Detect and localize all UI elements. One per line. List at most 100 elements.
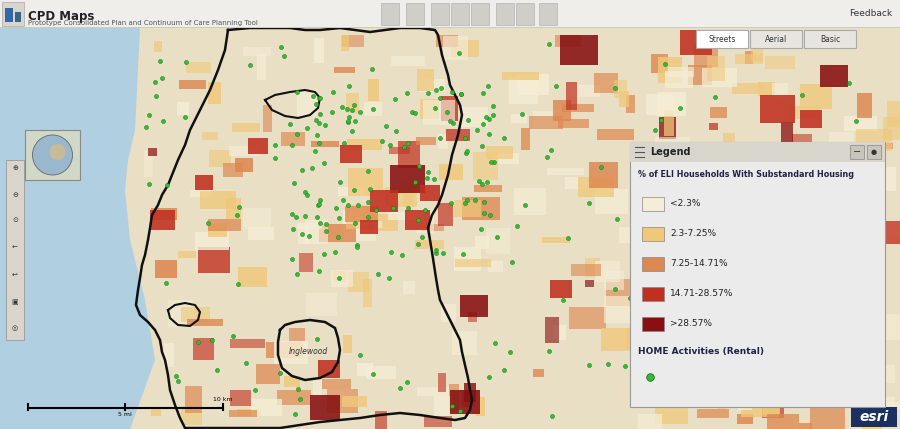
Bar	[659, 117, 677, 139]
Point	[231, 281, 246, 288]
Bar	[230, 410, 256, 417]
Point	[325, 108, 339, 115]
Bar	[370, 190, 398, 212]
Point	[408, 178, 422, 185]
Bar	[181, 406, 202, 425]
Point	[310, 336, 324, 343]
Point	[365, 371, 380, 378]
Bar	[402, 181, 417, 207]
Point	[285, 256, 300, 263]
Bar	[887, 102, 900, 127]
Bar	[451, 40, 480, 57]
Point	[497, 134, 511, 141]
Bar	[208, 82, 220, 104]
Bar	[657, 92, 686, 116]
Point	[497, 366, 511, 373]
Bar	[256, 54, 266, 81]
Bar	[720, 344, 743, 360]
Point	[480, 113, 494, 120]
Text: ↩: ↩	[12, 272, 18, 278]
Point	[482, 116, 497, 123]
Point	[335, 104, 349, 111]
Bar	[343, 335, 352, 353]
Bar	[848, 303, 879, 327]
Bar	[642, 227, 664, 241]
Point	[408, 109, 422, 116]
Point	[369, 206, 383, 213]
Bar	[441, 304, 456, 322]
Point	[364, 66, 379, 73]
Point	[346, 187, 361, 194]
Bar	[595, 261, 620, 281]
Point	[142, 112, 157, 118]
Point	[470, 127, 484, 134]
Point	[482, 211, 497, 218]
Point	[268, 142, 283, 149]
Bar	[167, 300, 194, 326]
Bar	[800, 110, 822, 128]
Bar	[420, 185, 440, 201]
Bar	[424, 417, 452, 427]
Bar	[516, 3, 534, 25]
Bar	[437, 373, 446, 392]
Bar	[243, 47, 272, 56]
Bar	[454, 259, 491, 267]
Point	[309, 100, 323, 107]
Point	[440, 109, 454, 116]
Bar	[405, 210, 430, 230]
Text: 5 mi: 5 mi	[118, 412, 132, 417]
Point	[660, 399, 674, 405]
Text: ⊕: ⊕	[12, 165, 18, 171]
Bar	[474, 185, 502, 192]
Point	[518, 202, 533, 208]
Point	[792, 229, 806, 236]
Text: ⊙: ⊙	[12, 217, 18, 223]
Point	[427, 175, 441, 182]
Bar	[15, 12, 21, 22]
Point	[300, 125, 314, 132]
Point	[446, 119, 461, 126]
Bar	[797, 196, 834, 210]
Bar	[651, 261, 687, 279]
Bar	[725, 252, 734, 272]
Point	[155, 75, 169, 82]
Point	[847, 193, 861, 200]
Text: ◎: ◎	[12, 325, 18, 331]
Bar	[284, 375, 300, 387]
Bar	[830, 371, 863, 378]
Point	[311, 119, 326, 126]
Bar	[737, 414, 753, 424]
Bar	[601, 328, 631, 351]
Point	[326, 89, 340, 96]
Bar	[238, 267, 267, 287]
Point	[361, 199, 375, 206]
Bar	[518, 74, 549, 95]
Bar	[810, 267, 828, 295]
Point	[486, 102, 500, 109]
Bar	[385, 187, 413, 208]
Point	[707, 94, 722, 100]
Bar	[533, 111, 560, 128]
Bar	[781, 122, 793, 149]
Bar	[733, 332, 750, 344]
Bar	[694, 44, 717, 67]
Bar	[634, 220, 670, 245]
Bar	[232, 123, 259, 132]
Text: Aerial: Aerial	[765, 34, 788, 43]
Point	[313, 111, 328, 118]
Bar	[154, 41, 162, 52]
Bar	[760, 236, 776, 246]
Bar	[375, 411, 387, 429]
Bar	[243, 208, 271, 229]
Point	[316, 251, 330, 258]
Point	[608, 286, 622, 293]
Bar	[585, 258, 600, 277]
Bar	[565, 82, 577, 110]
Bar	[664, 375, 700, 395]
Bar	[718, 396, 727, 409]
Bar	[642, 197, 664, 211]
Bar	[665, 288, 700, 296]
Point	[487, 158, 501, 165]
Bar	[721, 220, 742, 238]
Bar	[638, 361, 658, 386]
